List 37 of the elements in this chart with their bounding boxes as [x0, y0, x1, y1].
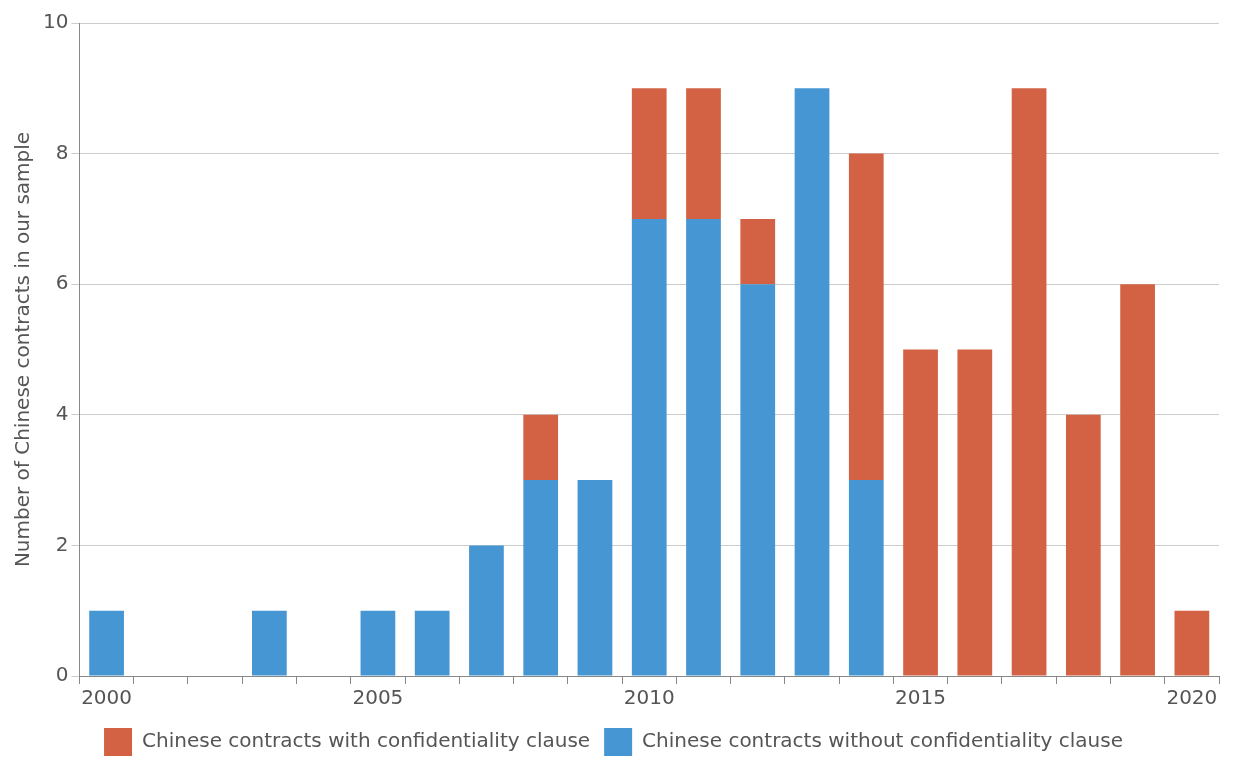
- bar: [360, 610, 396, 676]
- bar: [469, 545, 504, 676]
- y-tick-label: 6: [55, 270, 69, 295]
- bar: [631, 218, 667, 676]
- x-tick-label: 2000: [81, 685, 133, 710]
- bar: [957, 349, 993, 676]
- bar: [740, 218, 776, 285]
- bar: [794, 88, 830, 676]
- y-tick-label: 10: [43, 9, 69, 34]
- x-tick-label: 2005: [352, 685, 404, 710]
- bar: [631, 88, 667, 219]
- y-tick-label: 8: [55, 139, 69, 164]
- y-axis-title: Number of Chinese contracts in our sample: [10, 131, 35, 568]
- bar: [252, 610, 287, 676]
- bar: [577, 480, 613, 676]
- bar: [523, 480, 559, 676]
- y-tick-label: 4: [55, 401, 69, 425]
- y-tick-label: 0: [55, 662, 69, 687]
- x-tick-label: 2010: [623, 685, 675, 710]
- bar: [1011, 88, 1047, 676]
- bar: [848, 153, 884, 481]
- bar: [686, 88, 721, 219]
- bar: [848, 480, 884, 676]
- y-tick-label: 2: [55, 531, 69, 556]
- legend-label: Chinese contracts with confidentiality clause: [142, 728, 591, 753]
- bar: [1120, 284, 1155, 676]
- x-tick-label: 2020: [1166, 685, 1218, 710]
- bar: [686, 218, 721, 676]
- bar: [89, 610, 124, 676]
- x-tick-label: 2015: [895, 685, 946, 710]
- bar: [414, 610, 450, 676]
- bar: [740, 284, 776, 676]
- bar: [1065, 414, 1101, 676]
- bar: [523, 414, 559, 481]
- legend-label: Chinese contracts without confidentiality clause: [642, 728, 1123, 753]
- bar: [903, 349, 938, 676]
- bar: [1174, 610, 1210, 676]
